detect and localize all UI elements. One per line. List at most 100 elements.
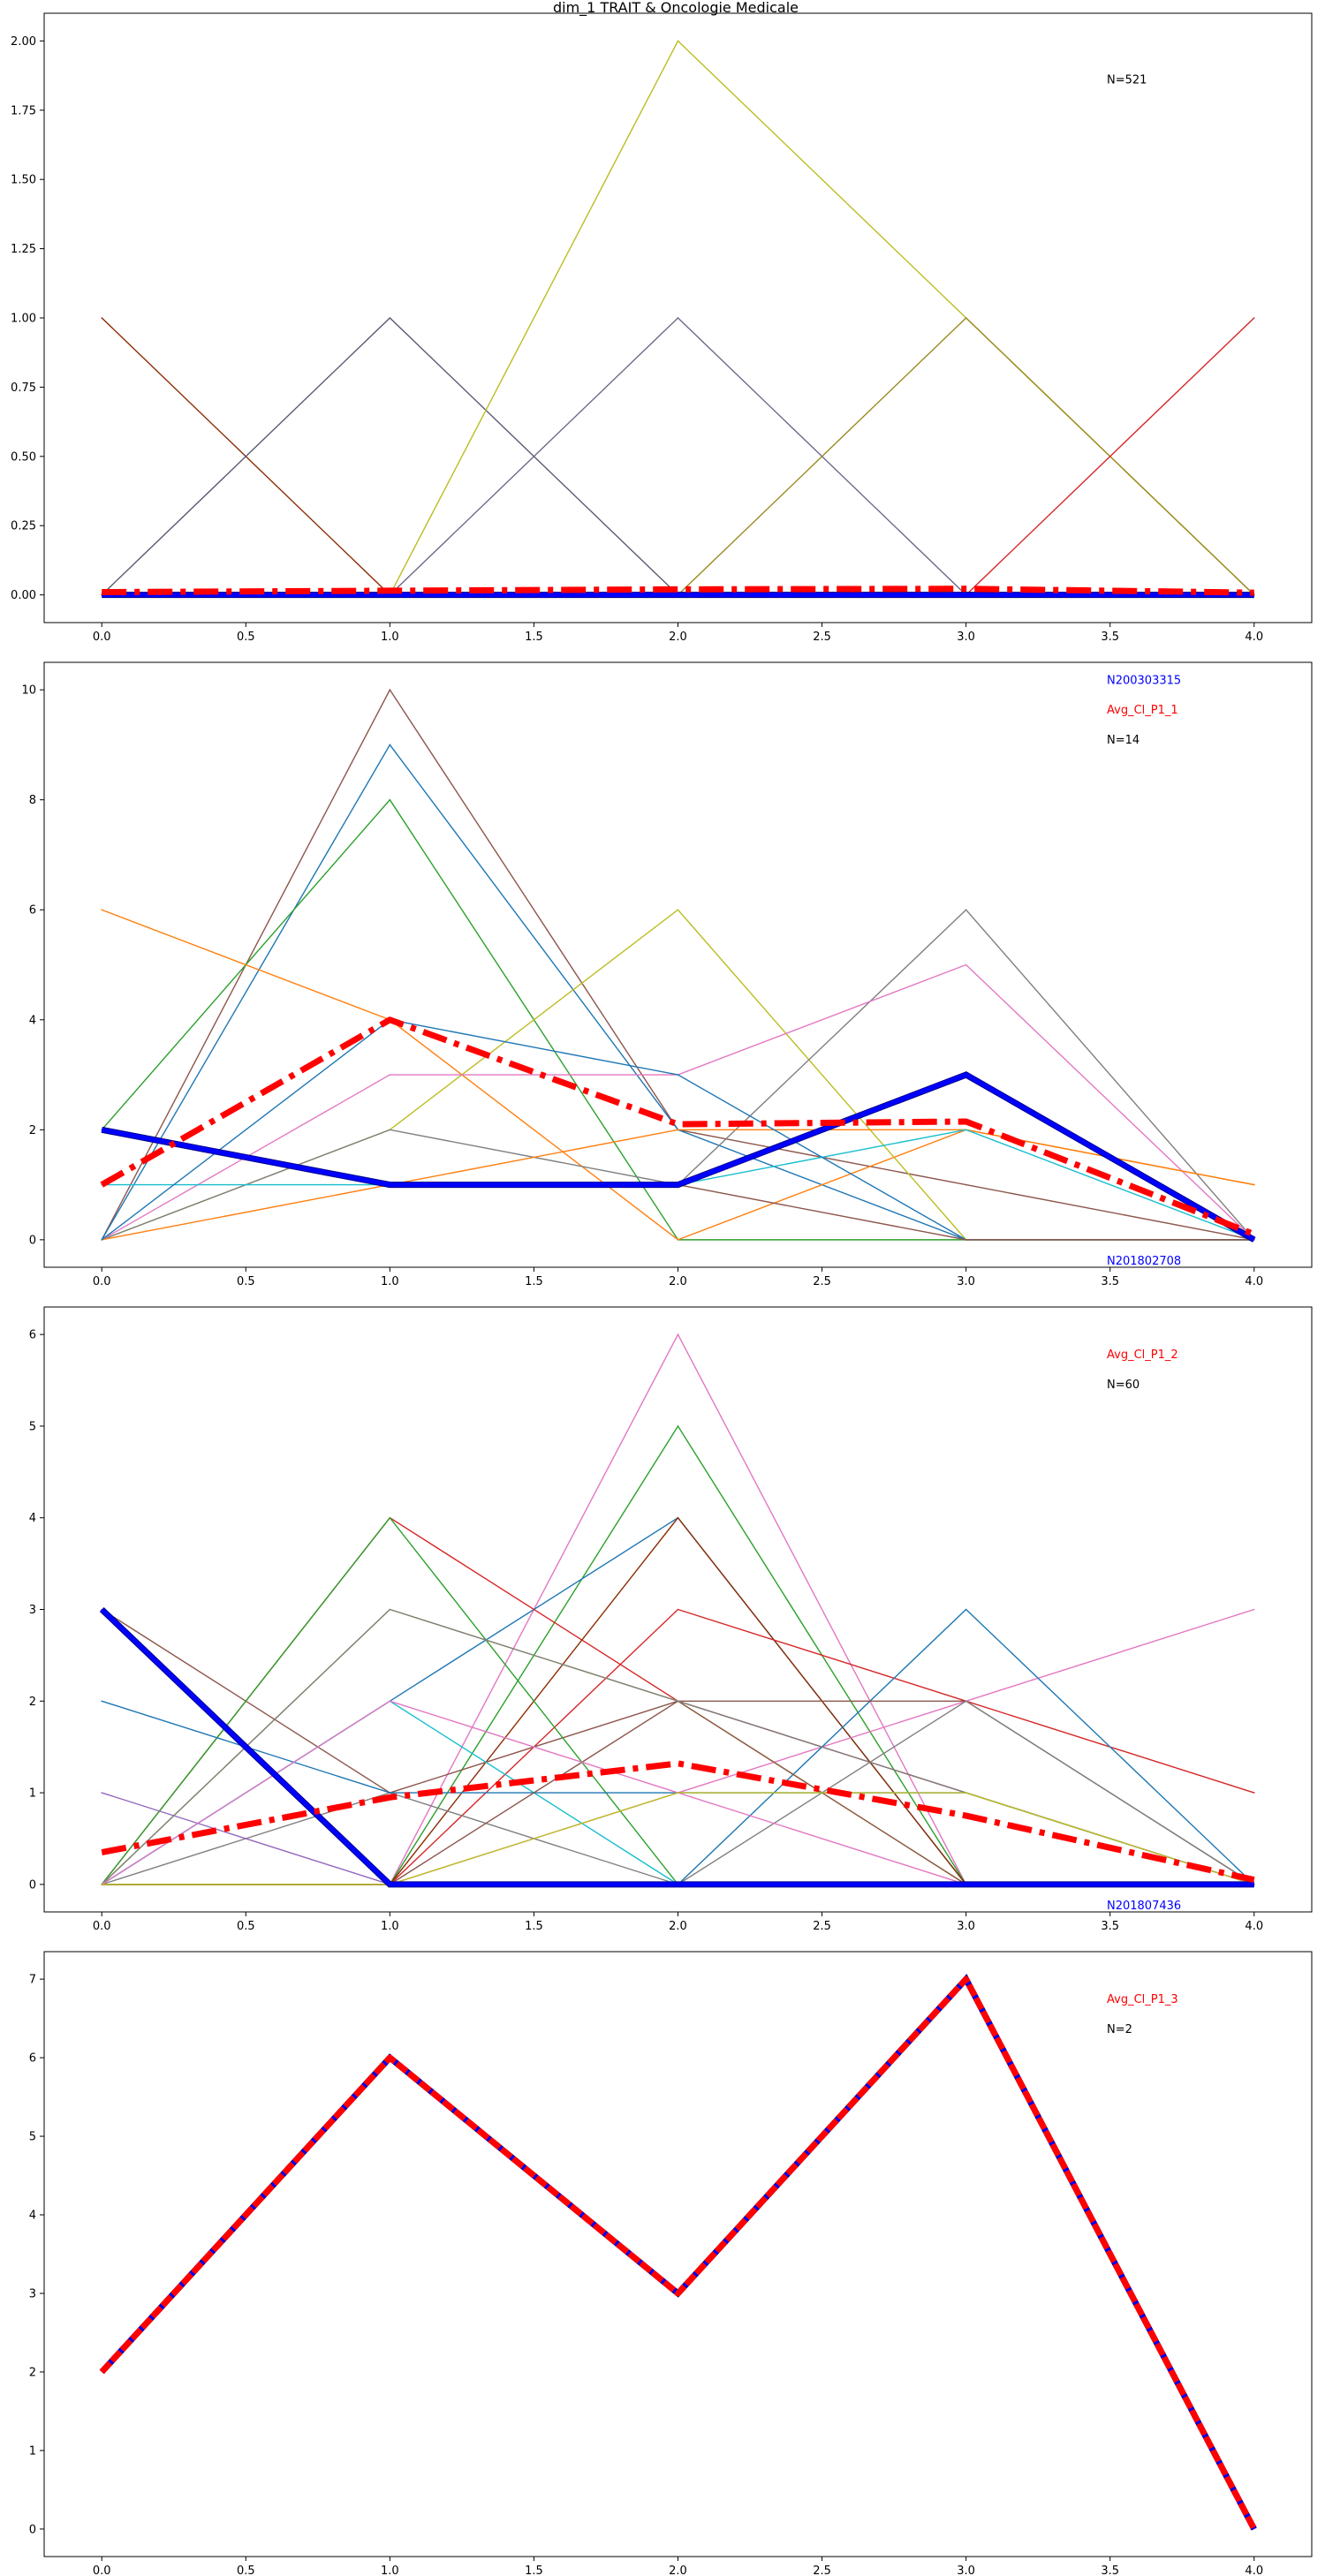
x-tick-label: 0.0 (93, 2565, 111, 2576)
y-tick-label: 0 (29, 2523, 36, 2536)
cluster-average-label: Avg_Cl_P1_3 (1107, 1993, 1178, 2006)
y-tick-label: 3 (29, 1604, 36, 1617)
y-tick-label: 6 (29, 1329, 36, 1342)
x-tick-label: 3.0 (957, 1920, 975, 1933)
x-tick-label: 1.0 (381, 1275, 399, 1288)
series-point (389, 1074, 391, 1076)
series-point (389, 744, 391, 746)
count-label: N=14 (1107, 734, 1140, 747)
highlight-line (101, 1072, 1256, 1243)
y-tick-label: 0.00 (11, 589, 36, 602)
y-tick-label: 5 (29, 1420, 36, 1433)
x-tick-label: 1.5 (525, 2565, 543, 2576)
x-tick-label: 2.0 (669, 631, 687, 644)
series-point (965, 909, 967, 911)
series-point (677, 317, 679, 319)
series-point (389, 798, 391, 801)
series-point (101, 1700, 103, 1703)
x-tick-label: 1.0 (381, 2565, 399, 2576)
x-tick-label: 2.0 (669, 2565, 687, 2576)
series-point (965, 1129, 967, 1131)
x-tick-label: 1.5 (525, 631, 543, 644)
y-tick-label: 7 (29, 1974, 36, 1987)
x-tick-label: 4.0 (1245, 631, 1263, 644)
x-tick-label: 2.5 (813, 631, 831, 644)
subplot-1: 0.0 0.5 1.0 1.5 2.0 2.5 3.0 3.5 4.0 0.00 0.25 0.50 0… (11, 12, 1313, 644)
patient-id-label: N201807436 (1107, 1900, 1181, 1913)
y-tick-label: 0.25 (11, 520, 36, 533)
series-point (677, 1516, 679, 1519)
x-tick-label: 1.5 (525, 1920, 543, 1933)
average-line (101, 1760, 1255, 1884)
y-tick-label: 1.50 (11, 174, 36, 187)
series-point (965, 1239, 967, 1241)
y-tick-label: 1 (29, 2444, 36, 2458)
y-tick-label: 1.25 (11, 243, 36, 256)
x-tick-label: 1.5 (525, 1275, 543, 1288)
y-tick-label: 0.75 (11, 381, 36, 395)
series-point (677, 1792, 679, 1794)
series-point (677, 1074, 679, 1076)
x-tick-label: 1.0 (381, 1920, 399, 1933)
y-tick-label: 3 (29, 2287, 36, 2300)
series-point (965, 963, 967, 966)
subplot-stack: 0.0 0.5 1.0 1.5 2.0 2.5 3.0 3.5 4.00.000.250.500… (11, 12, 1313, 2576)
y-tick-label: 0 (29, 1234, 36, 1247)
x-tick-label: 4.0 (1245, 1275, 1263, 1288)
y-tick-label: 0.50 (11, 450, 36, 464)
y-tick-label: 1.75 (11, 104, 36, 117)
y-tick-label: 2 (29, 2366, 36, 2379)
x-tick-label: 2.5 (813, 1920, 831, 1933)
y-tick-label: 2 (29, 1696, 36, 1709)
x-tick-label: 3.5 (1101, 631, 1119, 644)
patient-id-label: N201802708 (1107, 1255, 1181, 1268)
series-point (389, 1608, 391, 1611)
series-point (101, 1884, 103, 1885)
subplot-2: 0.0 0.5 1.0 1.5 2.0 2.5 3.0 3.5 4.0 0 2 4 6 8 10 N20030… (21, 661, 1313, 1288)
count-label: N=2 (1107, 2023, 1132, 2036)
average-line (100, 1016, 1256, 1237)
series-point (389, 1792, 391, 1794)
series-point (389, 1516, 391, 1519)
highlight-line (100, 1607, 1254, 1887)
x-tick-label: 0.5 (237, 2565, 255, 2576)
y-tick-label: 10 (21, 684, 36, 698)
y-tick-label: 4 (29, 1512, 36, 1525)
average-line (102, 585, 1254, 596)
series-point (1253, 1183, 1255, 1186)
x-tick-label: 4.0 (1245, 1920, 1263, 1933)
series-point (389, 689, 391, 691)
series-point (389, 1700, 391, 1703)
x-tick-label: 0.5 (237, 631, 255, 644)
x-tick-label: 3.0 (957, 2565, 975, 2576)
patient-id-label: N200303315 (1107, 675, 1181, 688)
x-tick-label: 2.0 (669, 1920, 687, 1933)
series-point (389, 317, 391, 319)
y-tick-label: 4 (29, 1014, 36, 1027)
series-point (677, 909, 679, 911)
y-tick-label: 1.00 (11, 313, 36, 326)
series-point (677, 1239, 679, 1241)
x-tick-label: 3.5 (1101, 2565, 1119, 2576)
series-point (677, 1129, 679, 1131)
x-tick-label: 3.0 (957, 631, 975, 644)
series-point (101, 1239, 103, 1241)
series-point (677, 40, 679, 42)
x-tick-label: 0.0 (93, 631, 111, 644)
y-tick-label: 2.00 (11, 35, 36, 49)
y-tick-label: 2 (29, 1124, 36, 1137)
x-tick-label: 3.5 (1101, 1920, 1119, 1933)
series-point (965, 1792, 967, 1794)
x-tick-label: 0.5 (237, 1920, 255, 1933)
series-point (101, 909, 103, 911)
figure-title: dim_1 TRAIT & Oncologie Medicale (553, 0, 799, 17)
cluster-average-label: Avg_Cl_P1_1 (1107, 704, 1178, 717)
y-tick-label: 6 (29, 904, 36, 918)
y-tick-label: 1 (29, 1787, 36, 1801)
y-tick-label: 8 (29, 794, 36, 807)
series-point (677, 1608, 679, 1611)
x-tick-label: 2.0 (669, 1275, 687, 1288)
series-point (965, 1608, 967, 1611)
y-tick-label: 6 (29, 2052, 36, 2066)
